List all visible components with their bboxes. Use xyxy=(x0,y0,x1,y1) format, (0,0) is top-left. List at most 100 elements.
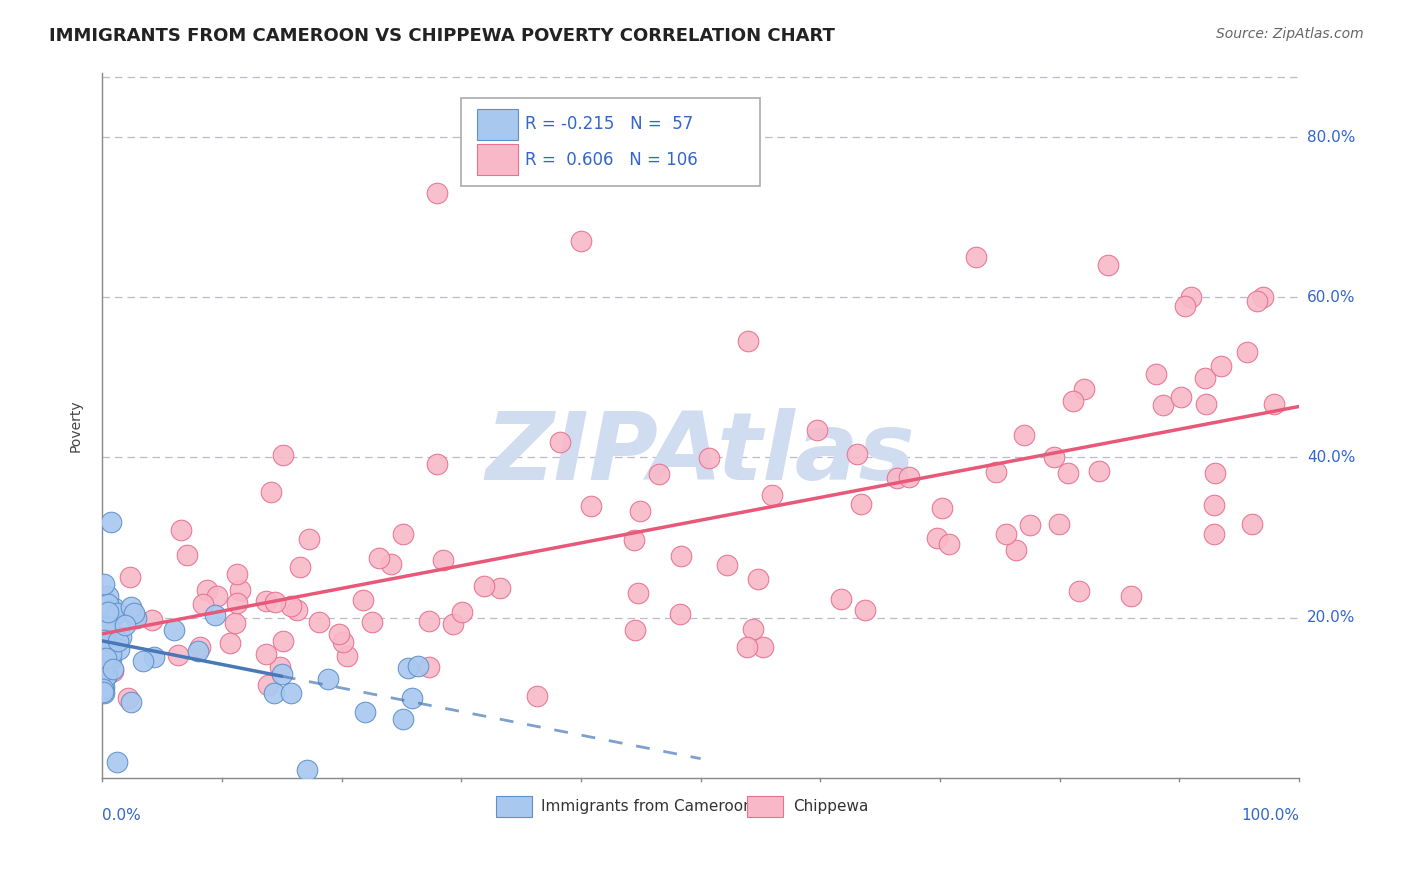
Point xyxy=(1152,398,1174,412)
Point xyxy=(1251,290,1274,304)
Point xyxy=(93,620,115,634)
Point xyxy=(669,549,692,564)
Point xyxy=(432,552,454,566)
Point xyxy=(93,599,115,613)
Point xyxy=(142,650,165,665)
Text: 0.0%: 0.0% xyxy=(103,808,141,823)
Point xyxy=(93,680,115,694)
FancyBboxPatch shape xyxy=(477,109,517,140)
Point xyxy=(1069,584,1091,599)
Point xyxy=(392,527,415,541)
Point xyxy=(450,605,472,619)
Point xyxy=(263,686,285,700)
Point xyxy=(254,594,277,608)
Point xyxy=(280,599,302,613)
Point xyxy=(100,652,122,666)
Point xyxy=(761,488,783,502)
Point xyxy=(418,615,440,629)
Point xyxy=(1202,498,1225,512)
Point xyxy=(98,620,121,634)
Point xyxy=(441,617,464,632)
Point xyxy=(1073,382,1095,396)
Point xyxy=(328,627,350,641)
Point xyxy=(747,572,769,586)
Point xyxy=(741,622,763,636)
Point xyxy=(380,557,402,571)
Point xyxy=(851,497,873,511)
Point xyxy=(396,660,419,674)
Point xyxy=(316,673,339,687)
Point xyxy=(938,537,960,551)
Point xyxy=(205,590,228,604)
Point xyxy=(737,640,759,655)
Point xyxy=(886,470,908,484)
Point xyxy=(98,647,121,661)
Point xyxy=(526,689,548,703)
Point xyxy=(1043,450,1066,464)
Point xyxy=(627,586,650,600)
Point xyxy=(271,666,294,681)
Point xyxy=(548,435,571,450)
Point xyxy=(271,634,294,648)
Point xyxy=(120,599,142,614)
Point xyxy=(927,531,949,545)
Point xyxy=(336,649,359,664)
FancyBboxPatch shape xyxy=(748,797,783,817)
Point xyxy=(846,447,869,461)
Point xyxy=(1170,390,1192,404)
Point xyxy=(1097,258,1119,272)
Point xyxy=(984,465,1007,479)
Point xyxy=(100,647,122,661)
Point xyxy=(1204,466,1226,480)
Point xyxy=(225,596,247,610)
Point xyxy=(103,601,125,615)
Point xyxy=(298,532,321,546)
Point xyxy=(751,640,773,655)
Point xyxy=(96,634,118,648)
Point xyxy=(191,597,214,611)
Point xyxy=(367,551,389,566)
Point xyxy=(1088,464,1111,478)
Point xyxy=(401,690,423,705)
Point xyxy=(361,615,384,629)
Point xyxy=(93,654,115,668)
Point xyxy=(1202,527,1225,541)
Point xyxy=(426,186,449,201)
Point xyxy=(297,763,319,777)
Point xyxy=(224,615,246,630)
Point xyxy=(830,592,852,607)
Point xyxy=(94,669,117,683)
Point xyxy=(100,515,122,529)
Point xyxy=(120,695,142,709)
Point xyxy=(104,606,127,620)
Point xyxy=(120,570,142,584)
Point xyxy=(994,526,1017,541)
Point xyxy=(163,624,186,638)
Point xyxy=(125,611,148,625)
Point xyxy=(100,603,122,617)
Point xyxy=(280,686,302,700)
Point xyxy=(105,606,128,620)
Point xyxy=(1240,517,1263,532)
Point xyxy=(93,591,115,606)
Point xyxy=(117,690,139,705)
Point xyxy=(1174,298,1197,312)
Text: R =  0.606   N = 106: R = 0.606 N = 106 xyxy=(524,151,697,169)
Point xyxy=(579,499,602,513)
Point xyxy=(1144,367,1167,381)
Point xyxy=(263,594,285,608)
Point xyxy=(1195,397,1218,411)
Point xyxy=(93,685,115,699)
Point xyxy=(188,640,211,655)
Point xyxy=(226,566,249,581)
Point xyxy=(103,664,125,678)
Point xyxy=(273,448,295,462)
Point xyxy=(93,577,115,591)
Point xyxy=(1018,518,1040,533)
Text: 100.0%: 100.0% xyxy=(1241,808,1299,823)
Point xyxy=(94,638,117,652)
Point xyxy=(1121,589,1143,603)
Point xyxy=(737,334,759,349)
Point xyxy=(1005,542,1028,557)
Point xyxy=(93,682,115,697)
